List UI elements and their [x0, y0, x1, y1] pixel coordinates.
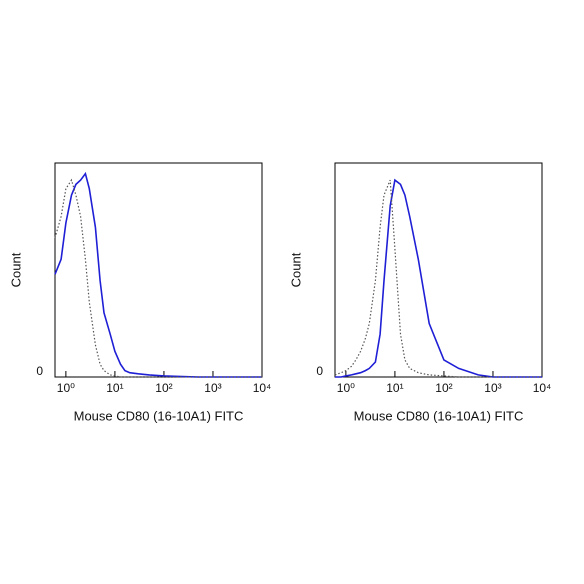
- y-axis-title: Count: [288, 252, 303, 287]
- x-tick-label: 10²: [155, 381, 172, 395]
- x-tick-label: 10⁴: [533, 381, 552, 395]
- x-tick-label: 10³: [204, 381, 221, 395]
- x-tick-label: 10³: [484, 381, 501, 395]
- histogram-line: [54, 171, 262, 378]
- x-tick-label: 10²: [435, 381, 452, 395]
- x-tick-label: 10⁰: [337, 381, 355, 395]
- x-tick-label: 10⁰: [57, 381, 75, 395]
- histogram-line: [54, 178, 262, 378]
- y-tick-label: 0: [36, 364, 43, 378]
- histogram-line: [334, 179, 542, 378]
- y-axis-title: Count: [8, 252, 23, 287]
- x-tick-label: 10¹: [106, 381, 123, 395]
- x-axis-title: Mouse CD80 (16-10A1) FITC: [74, 408, 244, 423]
- plot-frame: [54, 162, 263, 378]
- x-tick-label: 10¹: [386, 381, 403, 395]
- x-axis-title: Mouse CD80 (16-10A1) FITC: [354, 408, 524, 423]
- plot-frame: [334, 162, 543, 378]
- x-tick-label: 10⁴: [253, 381, 272, 395]
- histogram-line: [335, 178, 542, 378]
- y-tick-label: 0: [316, 364, 323, 378]
